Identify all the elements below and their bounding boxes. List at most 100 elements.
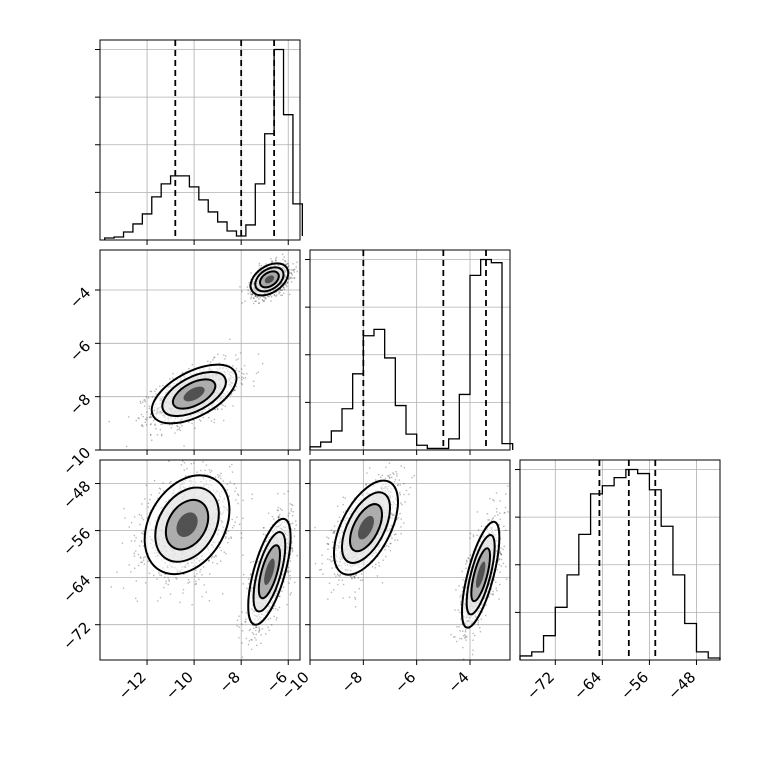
sample-point bbox=[246, 587, 248, 590]
sample-point bbox=[278, 292, 280, 295]
sample-point bbox=[267, 618, 270, 620]
sample-point bbox=[253, 297, 255, 299]
sample-point bbox=[270, 624, 273, 626]
sample-point bbox=[290, 276, 292, 279]
sample-point bbox=[237, 358, 239, 360]
sample-point bbox=[140, 540, 143, 542]
sample-point bbox=[246, 286, 248, 288]
sample-point bbox=[290, 272, 293, 275]
sample-point bbox=[143, 563, 146, 565]
sample-point bbox=[133, 552, 135, 555]
sample-point bbox=[191, 363, 193, 366]
sample-point bbox=[141, 517, 143, 519]
sample-point bbox=[235, 369, 237, 372]
sample-point bbox=[295, 524, 297, 526]
sample-point bbox=[235, 367, 238, 370]
sample-point bbox=[139, 523, 141, 526]
sample-point bbox=[255, 626, 258, 629]
sample-point bbox=[262, 299, 264, 302]
sample-point bbox=[263, 300, 265, 303]
sample-point bbox=[283, 292, 285, 295]
sample-point bbox=[288, 265, 290, 267]
sample-point bbox=[124, 517, 126, 519]
sample-point bbox=[240, 537, 243, 539]
sample-point bbox=[293, 535, 296, 537]
joint-panel-1-2 bbox=[309, 459, 511, 661]
sample-point bbox=[288, 512, 290, 514]
sample-point bbox=[140, 424, 143, 427]
sample-point bbox=[279, 514, 281, 516]
sample-point bbox=[258, 298, 260, 300]
sample-point bbox=[168, 460, 170, 462]
sample-point bbox=[262, 362, 264, 365]
sample-point bbox=[270, 258, 272, 260]
sample-point bbox=[179, 601, 181, 604]
sample-point bbox=[239, 352, 242, 354]
sample-point bbox=[255, 626, 257, 628]
sample-point bbox=[277, 509, 279, 512]
sample-point bbox=[144, 556, 146, 558]
sample-point bbox=[213, 418, 216, 421]
sample-point bbox=[241, 630, 244, 632]
sample-point bbox=[282, 287, 285, 289]
sample-point bbox=[213, 421, 215, 424]
sample-point bbox=[268, 295, 270, 298]
sample-point bbox=[289, 272, 291, 274]
sample-point bbox=[146, 517, 148, 519]
sample-point bbox=[122, 587, 125, 589]
sample-point bbox=[286, 571, 288, 573]
sample-point bbox=[209, 363, 211, 365]
sample-point bbox=[183, 462, 186, 464]
sample-point bbox=[148, 397, 150, 399]
sample-point bbox=[181, 372, 184, 374]
sample-point bbox=[223, 354, 225, 356]
sample-point bbox=[168, 424, 171, 426]
sample-point bbox=[285, 263, 287, 266]
panel-frame bbox=[99, 459, 301, 661]
sample-point bbox=[140, 413, 143, 416]
sample-point bbox=[155, 428, 157, 430]
sample-point bbox=[294, 268, 296, 270]
panel-frame bbox=[519, 459, 721, 661]
sample-point bbox=[249, 291, 251, 293]
sample-point bbox=[116, 571, 118, 573]
sample-point bbox=[171, 424, 173, 426]
sample-point bbox=[274, 259, 277, 262]
sample-point bbox=[164, 573, 166, 576]
sample-point bbox=[208, 600, 211, 602]
sample-point bbox=[183, 469, 185, 471]
sample-point bbox=[284, 283, 287, 285]
sample-point bbox=[239, 523, 241, 525]
sample-point bbox=[250, 573, 252, 575]
density-fill bbox=[264, 275, 275, 284]
sample-point bbox=[304, 252, 305, 253]
sample-point bbox=[277, 506, 280, 509]
sample-point bbox=[121, 542, 124, 544]
sample-point bbox=[396, 475, 398, 477]
sample-point bbox=[179, 426, 181, 429]
sample-point bbox=[144, 421, 146, 423]
sample-point bbox=[213, 408, 216, 410]
sample-point bbox=[275, 294, 278, 296]
sample-point bbox=[191, 604, 193, 606]
sample-point bbox=[277, 492, 279, 495]
sample-point bbox=[187, 579, 190, 581]
sample-point bbox=[137, 553, 140, 556]
sample-point bbox=[258, 302, 260, 304]
sample-point bbox=[220, 472, 222, 475]
sample-point bbox=[200, 568, 202, 571]
sample-point bbox=[212, 561, 214, 564]
sample-point bbox=[248, 282, 250, 284]
sample-point bbox=[294, 528, 296, 530]
sample-point bbox=[237, 493, 239, 495]
sample-point bbox=[245, 612, 247, 614]
density-fill bbox=[264, 558, 275, 586]
sample-point bbox=[155, 388, 157, 390]
sample-point bbox=[248, 640, 251, 642]
sample-point bbox=[291, 269, 293, 271]
sample-point bbox=[235, 359, 238, 361]
sample-point bbox=[160, 433, 163, 436]
sample-point bbox=[152, 419, 155, 422]
sample-point bbox=[205, 464, 208, 466]
sample-point bbox=[258, 295, 260, 297]
